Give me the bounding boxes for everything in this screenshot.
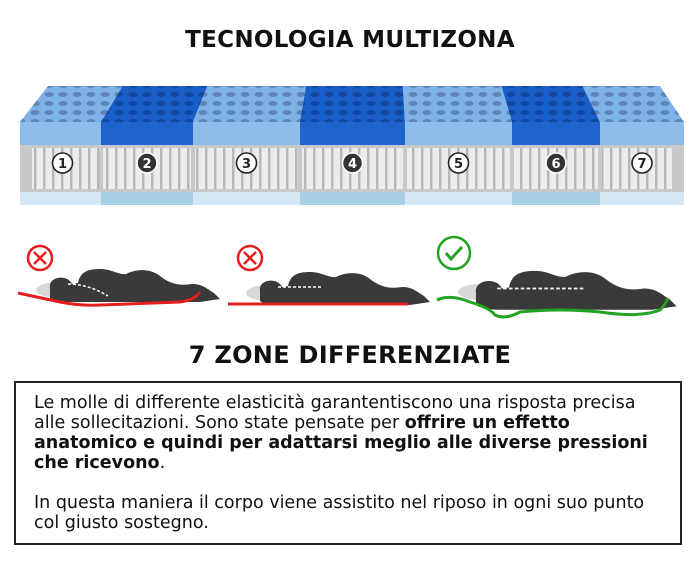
foam-texture	[300, 86, 405, 122]
zone-number: 5	[454, 157, 463, 172]
x-mark	[33, 251, 47, 265]
foam-side-zone-2	[101, 122, 193, 145]
x-circle-icon	[236, 244, 264, 272]
base-zone-5	[405, 192, 512, 205]
zone-number: 3	[242, 157, 251, 172]
zone-number: 2	[142, 157, 151, 172]
icon-circle	[236, 244, 264, 272]
zone-number-badge	[631, 152, 653, 174]
zone-number-badge	[447, 152, 470, 174]
page-title: TECNOLOGIA MULTIZONA	[185, 27, 515, 53]
text-bold: offrire un effetto anatomico e quindi pe…	[34, 413, 648, 473]
text-end: .	[159, 453, 166, 473]
zone-number: 6	[551, 157, 560, 172]
foam-texture	[20, 86, 123, 122]
text-plain: Le molle di differente elasticità garant…	[34, 393, 636, 433]
mattress-diagram: 1 2 3 4 5 6 7	[17, 86, 684, 319]
description-paragraph-2: In questa maniera il corpo viene assisti…	[34, 493, 645, 533]
x-mark	[243, 251, 257, 265]
zone-number-badge	[136, 152, 158, 174]
body-silhouette	[475, 270, 677, 310]
foam-side-zone-5	[405, 122, 512, 145]
base-zone-3	[193, 192, 300, 205]
base-zone-1	[20, 192, 101, 205]
foam-side-zone-4	[300, 122, 405, 145]
foam-side-zone-3	[193, 122, 300, 145]
zone-number: 7	[637, 157, 646, 172]
zone-number-badge	[51, 152, 74, 174]
mattress-line	[17, 291, 202, 307]
foam-side-zone-6	[512, 122, 600, 145]
posture-1	[17, 244, 221, 307]
zone-number-badge	[545, 152, 567, 174]
foam-side-zone-1	[20, 122, 101, 145]
foam-texture	[402, 86, 512, 122]
foam-texture	[501, 86, 600, 122]
body-shape	[259, 272, 430, 305]
body-shape	[49, 269, 221, 302]
spine-line	[67, 283, 109, 297]
description-paragraph-1: Le molle di differente elasticità garant…	[34, 393, 662, 473]
base-zone-6	[512, 192, 600, 205]
zone-number-badge	[235, 152, 258, 174]
mattress-line	[436, 295, 670, 319]
section-title: 7 ZONE DIFFERENZIATE	[188, 341, 512, 369]
check-mark	[444, 245, 464, 262]
x-circle-icon	[26, 244, 54, 272]
zone-number: 4	[348, 157, 357, 172]
body-shape	[475, 270, 677, 310]
foam-texture	[582, 86, 684, 122]
icon-circle	[26, 244, 54, 272]
body-silhouette	[49, 269, 221, 302]
zone-number: 1	[58, 157, 67, 172]
foam-texture	[101, 86, 208, 122]
foam-side-zone-7	[600, 122, 684, 145]
body-silhouette	[259, 272, 430, 305]
zone-number-badge	[341, 152, 364, 174]
check-circle-icon	[436, 235, 472, 271]
description-box: Le molle di differente elasticità garant…	[14, 381, 682, 545]
posture-3	[436, 235, 677, 319]
icon-circle	[436, 235, 472, 271]
foam-texture	[193, 86, 307, 122]
posture-2	[228, 244, 430, 306]
base-zone-2	[101, 192, 193, 205]
base-zone-7	[600, 192, 684, 205]
base-zone-4	[300, 192, 405, 205]
